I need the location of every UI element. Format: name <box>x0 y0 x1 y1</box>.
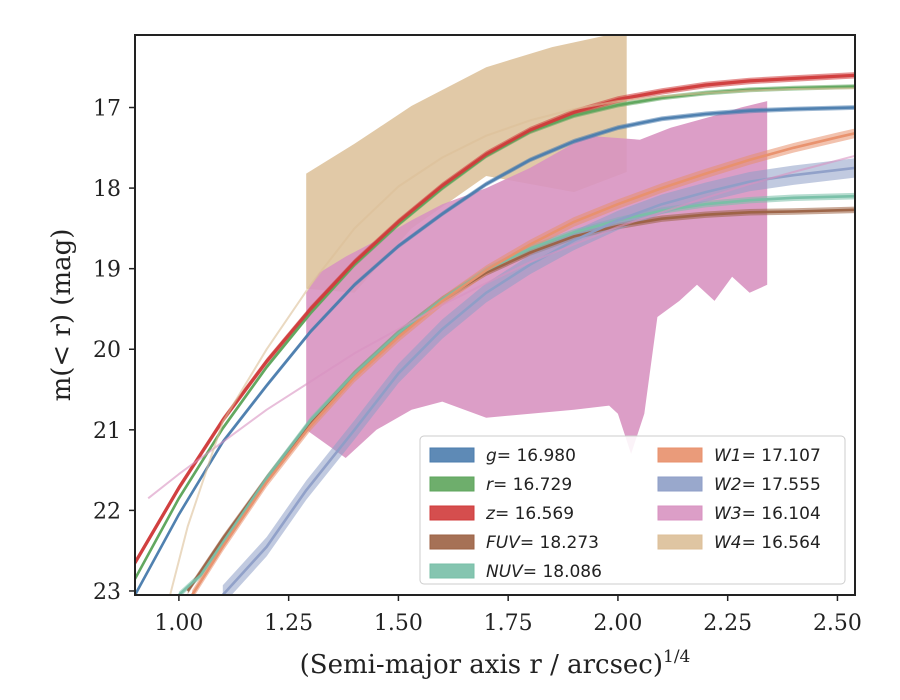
region-w4 <box>306 35 627 293</box>
legend-symbol: z <box>485 504 496 524</box>
x-axis-label-exponent: 1/4 <box>663 647 690 667</box>
legend-item-nuv: NUV= 18.086 <box>429 562 602 582</box>
series-line-z <box>135 73 855 564</box>
legend-value: = 16.104 <box>742 504 821 524</box>
legend-item-w1: W1= 17.107 <box>657 446 821 466</box>
y-tick-label: 20 <box>93 338 121 363</box>
legend-swatch <box>429 505 475 521</box>
legend-symbol: g <box>486 446 497 466</box>
plot-frame <box>134 34 856 596</box>
legend-label: W1= 17.107 <box>714 446 821 466</box>
legend-value: = 16.980 <box>497 446 576 466</box>
legend-symbol: r <box>486 475 494 495</box>
legend-value: = 16.564 <box>742 533 821 553</box>
legend-value: = 17.107 <box>742 446 821 466</box>
legend-label: z= 16.569 <box>485 504 574 524</box>
series-line-w2 <box>221 166 855 595</box>
legend-value: = 18.273 <box>520 533 599 553</box>
y-tick-label: 18 <box>93 177 121 202</box>
legend-symbol: NUV <box>486 562 524 582</box>
legend-symbol: W1 <box>714 446 742 466</box>
legend-label: NUV= 18.086 <box>486 562 602 582</box>
legend-symbol: W2 <box>714 475 742 495</box>
y-axis-ticks: 17 18 19 20 21 22 23 <box>93 97 135 605</box>
x-axis-label: (Semi-major axis r / arcsec)1/4 <box>300 647 691 680</box>
x-tick-label: 2.25 <box>703 611 752 636</box>
legend-label: W3= 16.104 <box>714 504 821 524</box>
series-line-w4 <box>169 87 855 595</box>
y-tick-label: 17 <box>93 97 121 122</box>
y-tick-label: 22 <box>93 499 121 524</box>
y-tick-label: 23 <box>93 580 121 605</box>
legend-item-w4: W4= 16.564 <box>657 533 821 553</box>
x-tick-label: 1.50 <box>374 611 423 636</box>
x-tick-label: 2.50 <box>813 611 862 636</box>
legend-swatch <box>429 476 475 492</box>
x-tick-label: 1.75 <box>484 611 533 636</box>
series-line-w1 <box>191 132 855 595</box>
legend-value: = 17.555 <box>742 475 821 495</box>
y-tick-label: 21 <box>93 419 121 444</box>
legend-swatch <box>657 447 703 463</box>
x-axis-label-main: (Semi-major axis r / arcsec) <box>300 650 663 680</box>
legend-value: = 16.729 <box>493 475 572 495</box>
x-tick-label: 2.00 <box>593 611 642 636</box>
legend-swatch <box>429 534 475 550</box>
legend-swatch <box>657 476 703 492</box>
series-lines <box>135 73 855 595</box>
legend-item-g: g= 16.980 <box>429 446 576 466</box>
legend-item-z: z= 16.569 <box>429 504 574 524</box>
legend-box <box>419 435 846 585</box>
legend-swatch <box>657 505 703 521</box>
legend-swatch <box>429 563 475 579</box>
legend-item-fuv: FUV= 18.273 <box>429 533 599 553</box>
legend-label: W2= 17.555 <box>714 475 821 495</box>
legend-item-w3: W3= 16.104 <box>657 504 821 524</box>
legend-value: = 18.086 <box>523 562 602 582</box>
series-line-g <box>135 106 855 595</box>
legend-item-r: r= 16.729 <box>429 475 572 495</box>
y-tick-label: 19 <box>93 258 121 283</box>
x-tick-label: 1.25 <box>264 611 313 636</box>
legend-label: g= 16.980 <box>486 446 576 466</box>
x-tick-label: 1.00 <box>154 611 203 636</box>
legend-swatch <box>657 534 703 550</box>
x-axis-ticks: 1.00 1.25 1.50 1.75 2.00 2.25 2.50 <box>154 595 862 636</box>
series-line-w3 <box>147 154 855 500</box>
legend-value: = 16.569 <box>495 504 574 524</box>
legend-label: r= 16.729 <box>486 475 572 495</box>
legend-swatch <box>429 447 475 463</box>
legend-symbol: FUV <box>486 533 521 553</box>
legend-symbol: W3 <box>714 504 742 524</box>
legend-label: W4= 16.564 <box>714 533 821 553</box>
legend-item-w2: W2= 17.555 <box>657 475 821 495</box>
y-axis-label: m(< r) (mag) <box>47 229 77 402</box>
legend-symbol: W4 <box>714 533 742 553</box>
legend-label: FUV= 18.273 <box>486 533 599 553</box>
